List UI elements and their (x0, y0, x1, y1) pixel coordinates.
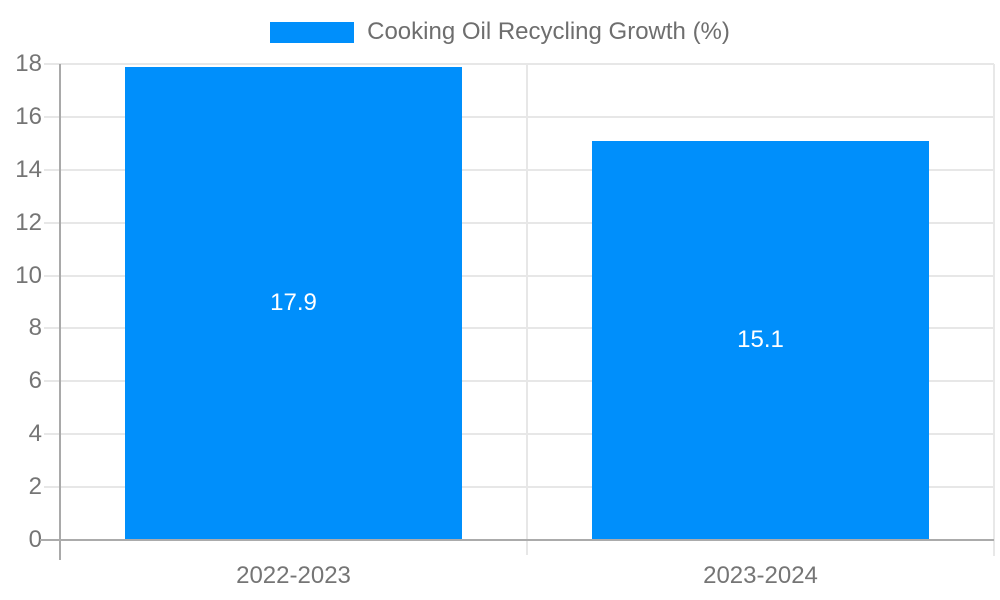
y-axis-tick-label: 0 (28, 526, 42, 553)
y-axis-tick-label: 8 (28, 314, 42, 342)
bar[interactable] (592, 140, 929, 540)
y-axis-tick-label: 2 (28, 473, 42, 501)
legend-marker-swatch (270, 21, 355, 43)
y-axis-tick (44, 221, 60, 224)
y-axis-tick (44, 274, 60, 277)
bar-value-label: 17.9 (270, 289, 317, 317)
x-axis-category-label: 2023-2024 (703, 562, 818, 589)
gridline-vertical-divider (526, 64, 528, 555)
legend[interactable]: Cooking Oil Recycling Growth (%) (0, 18, 1000, 45)
y-axis-tick-label: 4 (28, 420, 42, 448)
y-axis-tick (44, 327, 60, 330)
y-axis-tick-label: 18 (15, 50, 42, 77)
y-axis-line (59, 64, 61, 560)
x-axis-line (40, 539, 994, 541)
y-axis-tick-label: 16 (15, 102, 42, 130)
y-axis-tick (44, 486, 60, 489)
y-axis-tick (44, 168, 60, 171)
y-axis-tick-label: 14 (15, 155, 42, 183)
y-axis-tick (44, 115, 60, 118)
legend-label: Cooking Oil Recycling Growth (%) (367, 18, 730, 45)
y-axis-tick (44, 380, 60, 383)
bar[interactable] (125, 66, 462, 540)
y-axis-tick-label: 6 (28, 367, 42, 395)
y-axis-tick-label: 10 (15, 261, 42, 289)
x-axis-category-label: 2022-2023 (236, 562, 351, 589)
bar-value-label: 15.1 (737, 326, 784, 354)
y-axis-tick-label: 12 (15, 208, 42, 236)
y-axis-tick (44, 433, 60, 436)
plot-right-border (993, 64, 995, 556)
y-axis-tick (44, 63, 60, 65)
